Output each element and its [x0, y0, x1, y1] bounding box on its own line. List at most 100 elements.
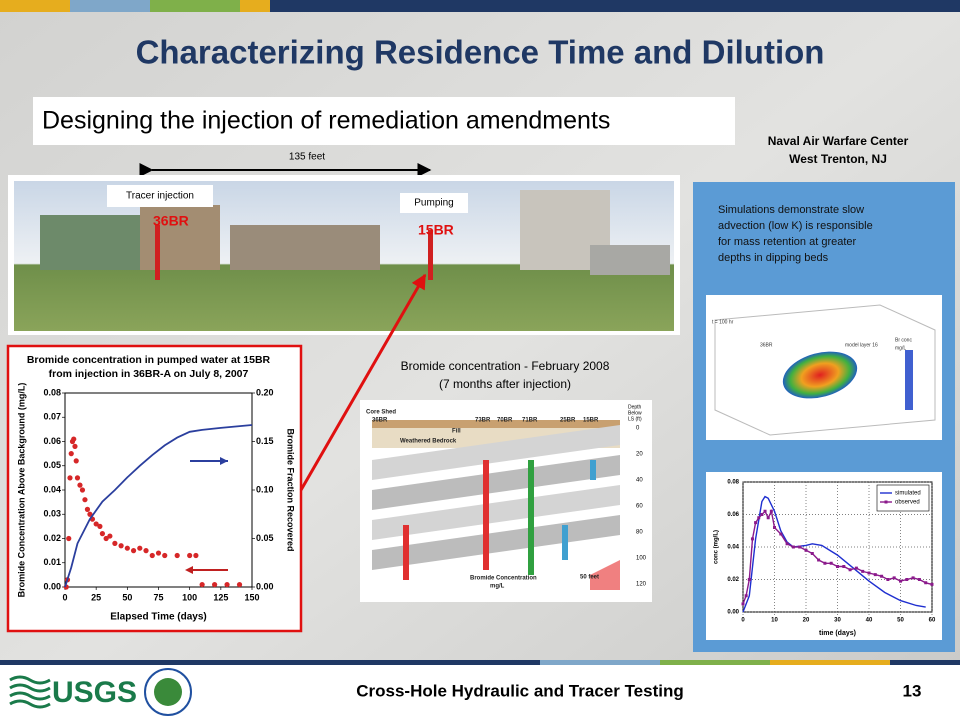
cross-section-label: 50 feet [580, 575, 599, 581]
y-tick-label: 0.03 [43, 509, 61, 519]
data-point [99, 531, 105, 537]
data-point [810, 552, 814, 555]
data-point [817, 558, 821, 562]
legend-box [876, 484, 930, 512]
y-tick-label: 0.02 [727, 577, 739, 583]
data-point [67, 475, 73, 481]
y-tick-label: 0.05 [43, 460, 61, 470]
x-tick-label: 100 [182, 592, 197, 602]
pointer-arrow [299, 273, 427, 491]
cross-section-label: Weathered Bedrock [400, 439, 457, 445]
injection-label: Tracer injection [126, 191, 194, 202]
annotation-arrow [185, 566, 193, 574]
pumping-label: Pumping [414, 198, 453, 209]
label-box [400, 193, 468, 213]
data-point [763, 509, 767, 513]
simulation-label: 36BR [760, 342, 773, 348]
data-point [861, 569, 865, 573]
y2-tick-label: 0.05 [256, 533, 274, 543]
data-point [137, 545, 143, 551]
data-point [174, 552, 180, 559]
data-point [77, 482, 83, 488]
depth-tick: 40 [636, 478, 643, 484]
y-tick-label: 0.07 [43, 412, 61, 422]
y-tick-label: 0.06 [727, 512, 739, 518]
data-point [873, 573, 877, 577]
y-axis-label: conc (mg/L) [714, 530, 720, 564]
data-point [880, 574, 884, 578]
epa-logo [154, 678, 182, 706]
series-line [64, 424, 253, 588]
y-tick-label: 0.00 [727, 610, 739, 616]
distance-label: 135 feet [289, 152, 325, 163]
data-point [769, 509, 773, 513]
simulation-label: t = 100 hr [712, 319, 734, 325]
data-point [848, 568, 852, 572]
data-point [212, 581, 218, 588]
well-label: 36BR [153, 213, 189, 229]
data-point [143, 548, 149, 554]
data-point [82, 497, 88, 503]
data-point [747, 578, 751, 581]
data-point [750, 537, 754, 541]
legend-swatch [884, 500, 888, 504]
data-point [779, 532, 783, 536]
subtitle-box [33, 97, 735, 145]
y-tick-label: 0.00 [43, 581, 61, 591]
data-point [162, 552, 168, 559]
y-tick-label: 0.04 [43, 484, 61, 494]
footer-text: Cross-Hole Hydraulic and Tracer Testing [356, 681, 684, 700]
simulation-label: Br conc [895, 337, 912, 343]
data-point [103, 535, 109, 542]
data-point [130, 548, 137, 554]
x-tick-label: 10 [771, 618, 778, 624]
cross-section-label: 15BR [583, 418, 599, 424]
y-tick-label: 0.01 [43, 557, 61, 567]
depth-tick: 20 [636, 452, 643, 458]
data-point [193, 552, 199, 559]
data-point [798, 545, 802, 549]
data-point [236, 581, 243, 588]
cross-section-label: 71BR [522, 418, 538, 424]
data-point [744, 594, 748, 598]
x-tick-label: 150 [244, 592, 259, 602]
well-label: 15BR [418, 222, 454, 238]
data-point [124, 545, 130, 551]
simulation-label: model layer 16 [845, 342, 878, 348]
data-point [97, 523, 103, 529]
x-axis-label: time (days) [819, 630, 856, 637]
simulation-label: mg/L [895, 345, 906, 351]
y2-axis-label: Bromide Fraction Recovered [286, 428, 296, 551]
x-tick-label: 40 [866, 618, 873, 624]
y2-tick-label: 0.20 [256, 387, 274, 397]
depth-title: Depth [628, 404, 642, 410]
cross-section-caption: (7 months after injection) [439, 377, 571, 391]
data-point [93, 521, 99, 527]
data-point [823, 561, 827, 565]
data-point [155, 550, 162, 556]
cross-section-label: Fill [452, 429, 461, 435]
y-tick-label: 0.02 [43, 533, 61, 543]
cross-section-caption: Bromide concentration - February 2008 [401, 359, 610, 373]
depth-tick: 80 [636, 530, 643, 536]
x-tick-label: 0 [741, 618, 745, 624]
annotation-arrow [220, 457, 228, 465]
depth-tick: 120 [636, 582, 647, 588]
data-point [785, 542, 789, 546]
cross-section [372, 420, 620, 590]
data-point [187, 552, 193, 559]
cross-section-label: mg/L [490, 584, 505, 590]
data-point [72, 443, 78, 449]
simulation-note: advection (low K) is responsible [718, 220, 873, 232]
y2-tick-label: 0.15 [256, 436, 274, 446]
data-point [836, 565, 839, 568]
x-axis-label: Elapsed Time (days) [110, 612, 207, 623]
legend-label: observed [895, 500, 920, 506]
data-point [112, 540, 118, 546]
data-point [911, 576, 915, 580]
depth-title: Below [628, 410, 642, 416]
data-point [867, 571, 871, 575]
data-point [224, 581, 230, 588]
data-point [854, 566, 858, 570]
